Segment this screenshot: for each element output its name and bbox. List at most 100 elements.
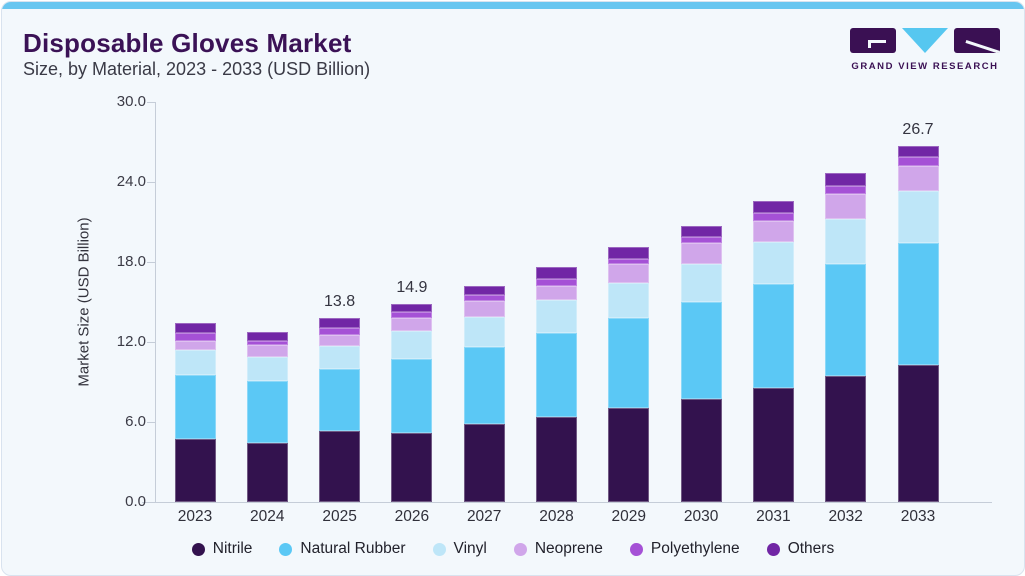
bar-total-label-2033: 26.7 <box>902 121 934 138</box>
x-axis-label-2023: 2023 <box>177 508 213 525</box>
logo-mark <box>850 28 1000 54</box>
legend-dot-icon <box>513 542 527 556</box>
bar-2027-segment-polyethylene <box>463 294 505 302</box>
legend-label: Neoprene <box>534 540 603 557</box>
bar-2025-segment-natural-rubber <box>319 369 361 431</box>
bar-2029-segment-natural-rubber <box>608 318 650 408</box>
bar-2024-segment-nitrile <box>246 443 288 502</box>
bar-2024-segment-polyethylene <box>246 340 288 346</box>
bar-2024-segment-others <box>246 332 288 341</box>
bar-2032-segment-neoprene <box>825 194 867 219</box>
x-axis-label-2028: 2028 <box>539 508 574 525</box>
page-subtitle: Size, by Material, 2023 - 2033 (USD Bill… <box>23 59 371 79</box>
bar-2024-segment-neoprene <box>246 345 288 357</box>
bar-2026-segment-others <box>391 304 433 312</box>
bar-2028-segment-natural-rubber <box>536 332 577 417</box>
bar-2024-segment-natural-rubber <box>246 380 288 444</box>
bar-2028-segment-vinyl <box>536 300 577 333</box>
legend-dot-icon <box>629 542 643 556</box>
bar-2027-segment-neoprene <box>463 301 505 318</box>
bar-2023-segment-vinyl <box>174 349 216 376</box>
bar-2031-segment-others <box>752 200 794 214</box>
legend-item-others: Others <box>766 540 835 558</box>
legend-label: Nitrile <box>212 540 253 557</box>
x-axis-label-2024: 2024 <box>250 508 285 525</box>
y-tick-label: 30.0 <box>116 93 146 110</box>
bar-2024-segment-vinyl <box>246 356 288 381</box>
bar-2029-segment-neoprene <box>608 263 650 283</box>
bar-2023-segment-neoprene <box>174 340 216 350</box>
bar-2030-segment-polyethylene <box>680 236 722 244</box>
chart-legend: Nitrile Natural Rubber Vinyl Neoprene Polyet… <box>2 540 1024 558</box>
bar-2030-segment-nitrile <box>680 398 722 502</box>
x-axis-label-2029: 2029 <box>611 508 647 525</box>
legend-dot-icon <box>432 542 446 556</box>
legend-item-polyethylene: Polyethylene <box>629 540 740 558</box>
gvr-g-block-icon <box>850 28 896 53</box>
top-accent-bar <box>2 2 1024 9</box>
bar-2027-segment-natural-rubber <box>463 346 505 425</box>
bar-2026-segment-vinyl <box>391 330 433 359</box>
bar-2029-segment-vinyl <box>608 282 650 318</box>
bar-2026-segment-nitrile <box>391 433 433 502</box>
y-tick-label: 12.0 <box>116 333 146 350</box>
bar-2023-segment-polyethylene <box>174 333 216 341</box>
bar-2025-segment-others <box>319 317 361 328</box>
bar-2031-segment-nitrile <box>752 388 794 502</box>
y-tick-mark <box>147 422 155 423</box>
bar-2023-segment-others <box>174 322 216 334</box>
bar-2033-segment-polyethylene <box>897 157 939 167</box>
legend-item-natural-rubber: Natural Rubber <box>279 540 406 558</box>
gvr-v-triangle-icon <box>902 28 948 53</box>
x-axis-label-2033: 2033 <box>900 508 936 525</box>
y-tick-label: 18.0 <box>116 253 146 270</box>
bar-2026-segment-neoprene <box>391 318 433 331</box>
bar-2030-segment-natural-rubber <box>680 301 722 399</box>
legend-dot-icon <box>191 542 205 556</box>
legend-item-nitrile: Nitrile <box>191 540 253 558</box>
bar-2032-segment-others <box>825 173 867 187</box>
bar-2027-segment-nitrile <box>463 424 505 502</box>
bar-2030-segment-vinyl <box>680 263 722 302</box>
bar-total-label-2025: 13.8 <box>324 292 356 310</box>
bar-2032-segment-nitrile <box>825 376 867 502</box>
bar-2028-segment-others <box>536 266 577 280</box>
bar-2033-segment-nitrile <box>897 364 939 502</box>
bar-2033-segment-neoprene <box>897 166 939 192</box>
logo-brand-text: GRAND VIEW RESEARCH <box>851 61 999 72</box>
y-tick-mark <box>147 342 155 343</box>
bar-2031-segment-polyethylene <box>752 213 794 222</box>
bar-2032-segment-polyethylene <box>825 186 867 195</box>
bar-2023-segment-nitrile <box>174 439 216 502</box>
bar-2031-segment-vinyl <box>752 241 794 284</box>
y-tick-label: 0.0 <box>125 493 146 510</box>
bar-total-label-2026: 14.9 <box>396 279 428 296</box>
gvr-r-block-icon <box>954 28 1000 53</box>
bar-2032-segment-natural-rubber <box>825 264 867 377</box>
bar-2030-segment-others <box>680 225 722 237</box>
bar-2028-segment-polyethylene <box>536 279 577 286</box>
bar-2026-segment-natural-rubber <box>391 358 433 434</box>
bar-2025-segment-nitrile <box>319 430 361 502</box>
bar-2029-segment-polyethylene <box>608 258 650 264</box>
bar-2033-segment-natural-rubber <box>897 243 939 365</box>
bar-2029-segment-others <box>608 247 650 259</box>
x-axis-label-2032: 2032 <box>828 508 863 525</box>
y-tick-label: 24.0 <box>116 173 146 190</box>
x-axis-label-2031: 2031 <box>756 508 791 525</box>
legend-label: Others <box>787 540 835 557</box>
bar-2028-segment-neoprene <box>536 285 577 301</box>
legend-label: Vinyl <box>453 540 487 557</box>
x-axis-label-2027: 2027 <box>466 508 502 525</box>
bar-2027-segment-vinyl <box>463 317 505 347</box>
y-axis-title: Market Size (USD Billion) <box>75 217 93 387</box>
x-axis-label-2025: 2025 <box>322 508 357 525</box>
bar-2033-segment-others <box>897 146 939 158</box>
y-tick-mark <box>147 102 155 103</box>
bar-2031-segment-natural-rubber <box>752 283 794 389</box>
bar-2023-segment-natural-rubber <box>174 375 216 440</box>
x-axis-label-2026: 2026 <box>394 508 430 525</box>
legend-label: Polyethylene <box>650 540 740 557</box>
